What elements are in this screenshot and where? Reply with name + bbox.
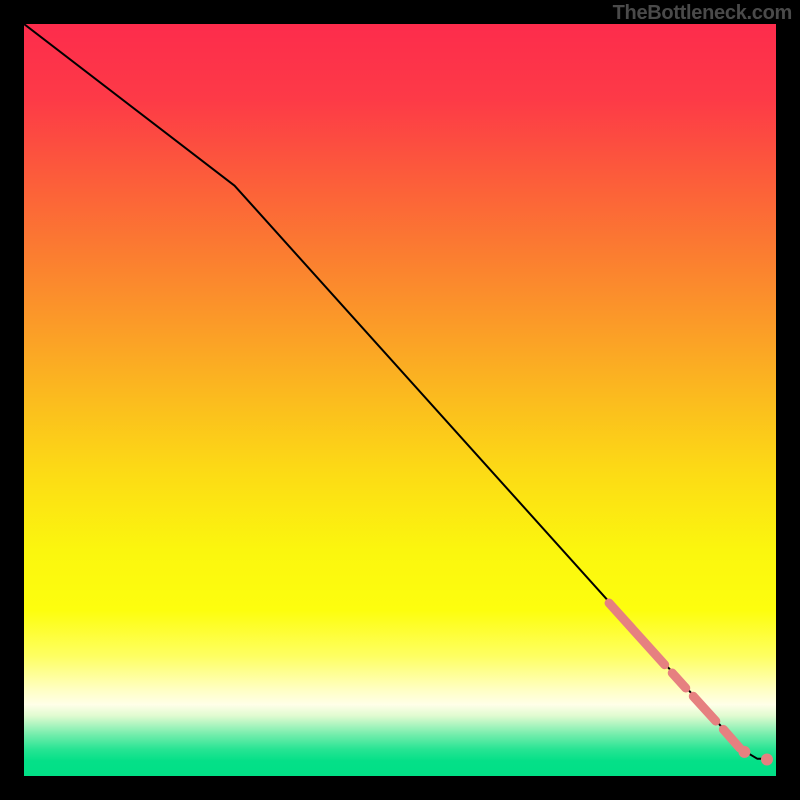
dash-segment <box>609 603 665 665</box>
dash-segment <box>723 729 740 748</box>
end-markers <box>738 746 773 766</box>
chart-svg <box>24 24 776 776</box>
chart-container: TheBottleneck.com <box>0 0 800 800</box>
marker-point <box>761 753 773 765</box>
plot-area <box>24 24 776 776</box>
dash-segment <box>693 696 716 721</box>
watermark-text: TheBottleneck.com <box>613 2 792 25</box>
dashed-overlay <box>609 603 740 748</box>
dash-segment <box>672 673 686 688</box>
marker-point <box>738 746 750 758</box>
